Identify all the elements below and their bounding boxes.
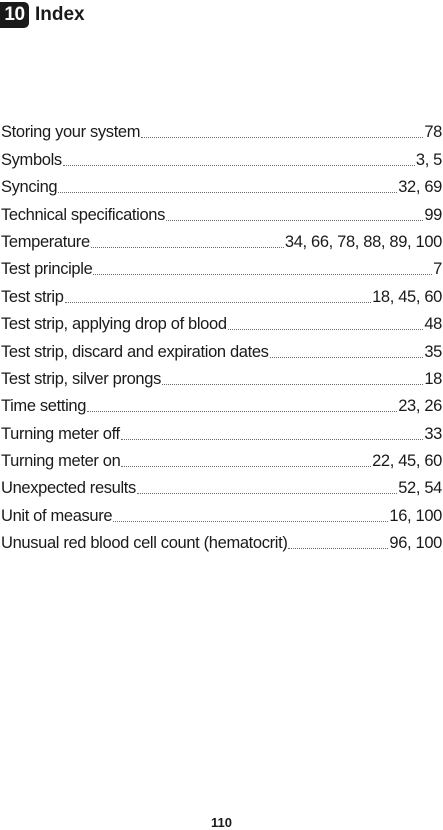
index-entry: Symbols 3, 5 bbox=[1, 142, 443, 169]
index-entry: Unusual red blood cell count (hematocrit… bbox=[1, 526, 443, 553]
index-term: Test strip bbox=[1, 287, 64, 306]
dot-leader bbox=[161, 383, 424, 385]
dot-leader bbox=[58, 192, 398, 194]
index-entry: Storing your system 78 bbox=[1, 115, 443, 142]
index-term: Turning meter on bbox=[1, 452, 121, 471]
dot-leader bbox=[121, 466, 372, 468]
dot-leader bbox=[87, 411, 398, 413]
index-pages: 35 bbox=[424, 342, 442, 361]
index-pages: 99 bbox=[424, 205, 442, 224]
index-term: Symbols bbox=[1, 150, 62, 169]
index-entry: Turning meter on 22, 45, 60 bbox=[1, 444, 443, 471]
index-entry: Unexpected results 52, 54 bbox=[1, 471, 443, 498]
index-entry: Test strip 18, 45, 60 bbox=[1, 279, 443, 306]
index-entry: Temperature 34, 66, 78, 88, 89, 100 bbox=[1, 225, 443, 252]
index-term: Time setting bbox=[1, 397, 87, 416]
dot-leader bbox=[62, 164, 415, 166]
index-list: Storing your system 78 Symbols 3, 5 Sync… bbox=[1, 115, 443, 553]
index-pages: 23, 26 bbox=[398, 397, 442, 416]
index-pages: 33 bbox=[424, 424, 442, 443]
index-entry: Unit of measure 16, 100 bbox=[1, 498, 443, 525]
dot-leader bbox=[64, 301, 372, 303]
index-term: Test strip, applying drop of blood bbox=[1, 315, 227, 334]
index-pages: 48 bbox=[424, 315, 442, 334]
index-pages: 18 bbox=[424, 369, 442, 388]
index-term: Technical specifications bbox=[1, 205, 166, 224]
index-entry: Turning meter off 33 bbox=[1, 416, 443, 443]
dot-leader bbox=[93, 274, 433, 276]
index-pages: 78 bbox=[424, 123, 442, 142]
index-entry: Syncing 32, 69 bbox=[1, 170, 443, 197]
index-term: Unexpected results bbox=[1, 479, 136, 498]
index-term: Unusual red blood cell count (hematocrit… bbox=[1, 534, 288, 553]
index-term: Test principle bbox=[1, 260, 93, 279]
dot-leader bbox=[269, 356, 424, 358]
index-term: Turning meter off bbox=[1, 424, 120, 443]
chapter-header: 10 Index bbox=[0, 2, 85, 28]
dot-leader bbox=[227, 329, 424, 331]
index-term: Storing your system bbox=[1, 123, 141, 142]
index-pages: 16, 100 bbox=[389, 506, 442, 525]
index-entry: Technical specifications 99 bbox=[1, 197, 443, 224]
dot-leader bbox=[90, 246, 284, 248]
index-pages: 34, 66, 78, 88, 89, 100 bbox=[284, 232, 442, 251]
chapter-number-badge: 10 bbox=[0, 2, 29, 28]
index-entry: Test strip, silver prongs 18 bbox=[1, 362, 443, 389]
index-pages: 96, 100 bbox=[389, 534, 442, 553]
index-pages: 18, 45, 60 bbox=[372, 287, 442, 306]
chapter-title: Index bbox=[35, 4, 85, 25]
index-entry: Test strip, discard and expiration dates… bbox=[1, 334, 443, 361]
page-number: 110 bbox=[211, 815, 232, 830]
index-pages: 52, 54 bbox=[398, 479, 442, 498]
index-entry: Test strip, applying drop of blood 48 bbox=[1, 307, 443, 334]
index-term: Unit of measure bbox=[1, 506, 113, 525]
index-term: Temperature bbox=[1, 232, 90, 251]
index-term: Test strip, silver prongs bbox=[1, 369, 161, 388]
index-term: Syncing bbox=[1, 178, 58, 197]
dot-leader bbox=[136, 493, 398, 495]
index-pages: 7 bbox=[433, 260, 442, 279]
index-pages: 32, 69 bbox=[398, 178, 442, 197]
dot-leader bbox=[113, 520, 389, 522]
dot-leader bbox=[141, 137, 424, 139]
index-entry: Time setting 23, 26 bbox=[1, 389, 443, 416]
dot-leader bbox=[288, 548, 389, 550]
dot-leader bbox=[166, 219, 424, 221]
dot-leader bbox=[120, 438, 424, 440]
index-pages: 3, 5 bbox=[415, 150, 442, 169]
index-entry: Test principle 7 bbox=[1, 252, 443, 279]
index-pages: 22, 45, 60 bbox=[372, 452, 442, 471]
index-term: Test strip, discard and expiration dates bbox=[1, 342, 269, 361]
